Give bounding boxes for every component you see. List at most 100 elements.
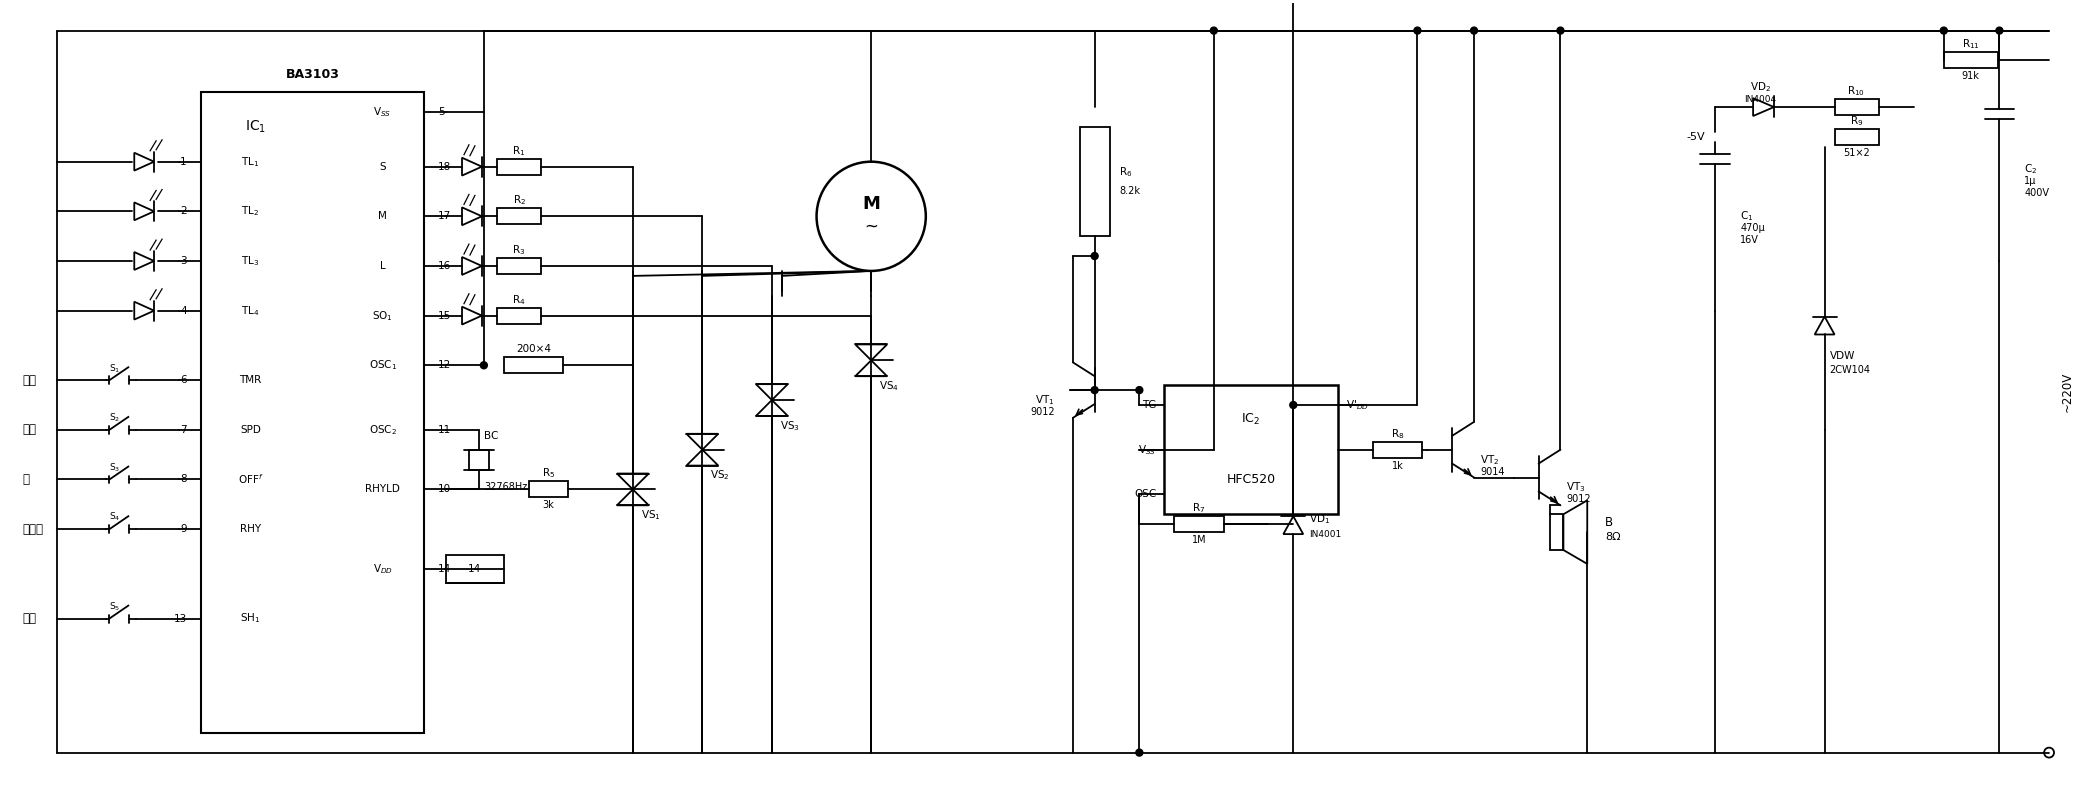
Circle shape xyxy=(2044,748,2055,757)
Text: 16V: 16V xyxy=(1740,235,1758,245)
Text: VS$_3$: VS$_3$ xyxy=(780,419,799,433)
Polygon shape xyxy=(461,157,482,176)
Text: SPD: SPD xyxy=(240,425,261,435)
Bar xyxy=(1174,517,1224,532)
Text: 2CW104: 2CW104 xyxy=(1829,365,1871,375)
Text: L: L xyxy=(380,261,386,271)
Text: 2: 2 xyxy=(179,206,188,217)
Circle shape xyxy=(1137,387,1143,393)
Text: OSC: OSC xyxy=(1135,489,1156,500)
Circle shape xyxy=(1091,252,1097,260)
Polygon shape xyxy=(755,384,789,400)
Circle shape xyxy=(1137,749,1143,756)
Bar xyxy=(496,307,542,324)
Text: ~220V: ~220V xyxy=(2061,371,2073,412)
Polygon shape xyxy=(1562,500,1587,564)
Text: VS$_4$: VS$_4$ xyxy=(878,380,899,393)
Text: 18: 18 xyxy=(438,161,451,172)
Bar xyxy=(1550,514,1562,550)
Bar xyxy=(503,358,563,373)
Text: 470μ: 470μ xyxy=(1740,223,1765,234)
Polygon shape xyxy=(134,252,154,270)
Bar xyxy=(496,258,542,274)
Text: TL$_1$: TL$_1$ xyxy=(242,155,259,169)
Circle shape xyxy=(1091,387,1097,393)
Bar xyxy=(1164,385,1337,514)
Text: IC$_1$: IC$_1$ xyxy=(244,118,267,135)
Polygon shape xyxy=(461,257,482,275)
Text: 5: 5 xyxy=(438,107,444,117)
Text: 13: 13 xyxy=(173,614,188,624)
Text: R$_3$: R$_3$ xyxy=(513,243,526,257)
Polygon shape xyxy=(461,208,482,225)
Polygon shape xyxy=(1815,316,1834,334)
Text: VDW: VDW xyxy=(1829,351,1854,362)
Text: 17: 17 xyxy=(438,212,451,221)
Text: 1: 1 xyxy=(179,157,188,167)
Text: R$_6$: R$_6$ xyxy=(1120,165,1133,178)
Text: R$_2$: R$_2$ xyxy=(513,194,526,208)
Text: 摆头: 摆头 xyxy=(23,612,35,625)
Polygon shape xyxy=(686,449,718,466)
Polygon shape xyxy=(855,345,887,360)
Circle shape xyxy=(480,362,488,369)
Text: 7: 7 xyxy=(179,425,188,435)
Text: 400V: 400V xyxy=(2023,188,2048,198)
Text: 8Ω: 8Ω xyxy=(1604,532,1621,542)
Text: C$_2$: C$_2$ xyxy=(2023,162,2038,176)
Bar xyxy=(200,92,423,733)
Polygon shape xyxy=(617,474,649,489)
Text: R$_1$: R$_1$ xyxy=(513,144,526,157)
Circle shape xyxy=(1996,27,2003,34)
Text: 1k: 1k xyxy=(1391,461,1404,470)
Text: VT$_1$: VT$_1$ xyxy=(1035,393,1056,407)
Text: M: M xyxy=(862,195,880,213)
Circle shape xyxy=(1471,27,1477,34)
Text: V$'_{DD}$: V$'_{DD}$ xyxy=(1345,398,1368,412)
Text: ~: ~ xyxy=(864,217,878,235)
Text: 91k: 91k xyxy=(1961,71,1980,81)
Bar xyxy=(496,208,542,225)
Text: 1μ: 1μ xyxy=(2023,176,2036,186)
Text: SH$_1$: SH$_1$ xyxy=(240,611,261,625)
Text: VD$_2$: VD$_2$ xyxy=(1750,80,1771,94)
Polygon shape xyxy=(134,152,154,170)
Text: B: B xyxy=(1604,516,1612,529)
Text: SO$_1$: SO$_1$ xyxy=(371,309,392,323)
Bar xyxy=(446,555,503,583)
Text: VT$_2$: VT$_2$ xyxy=(1479,453,1500,466)
Polygon shape xyxy=(855,360,887,376)
Text: 自然风: 自然风 xyxy=(23,522,44,535)
Text: S: S xyxy=(380,161,386,172)
Circle shape xyxy=(816,161,926,271)
Text: 3: 3 xyxy=(179,256,188,266)
Text: 4: 4 xyxy=(179,306,188,315)
Bar xyxy=(496,159,542,174)
Text: 1M: 1M xyxy=(1191,535,1206,545)
Text: 9012: 9012 xyxy=(1030,407,1056,417)
Text: 8: 8 xyxy=(179,474,188,484)
Text: R$_{10}$: R$_{10}$ xyxy=(1848,84,1865,98)
Text: V$_{DD}$: V$_{DD}$ xyxy=(373,562,392,576)
Text: 11: 11 xyxy=(438,425,451,435)
Text: TL$_2$: TL$_2$ xyxy=(242,204,259,218)
Bar xyxy=(469,449,488,470)
Bar xyxy=(1081,127,1110,236)
Text: 定时: 定时 xyxy=(23,374,35,387)
Text: RHYLD: RHYLD xyxy=(365,484,401,495)
Polygon shape xyxy=(134,203,154,221)
Circle shape xyxy=(1289,401,1297,409)
Bar xyxy=(1944,53,1998,68)
Text: S$_2$: S$_2$ xyxy=(108,412,121,424)
Text: 16: 16 xyxy=(438,261,451,271)
Bar xyxy=(1834,99,1879,115)
Text: TMR: TMR xyxy=(240,375,261,385)
Circle shape xyxy=(1556,27,1564,34)
Text: 14: 14 xyxy=(467,564,482,574)
Text: 9: 9 xyxy=(179,524,188,534)
Text: R$_4$: R$_4$ xyxy=(513,293,526,307)
Text: 32768Hz: 32768Hz xyxy=(484,483,528,492)
Text: 51×2: 51×2 xyxy=(1844,148,1869,158)
Text: IN4001: IN4001 xyxy=(1310,530,1341,539)
Text: IC$_2$: IC$_2$ xyxy=(1241,412,1260,427)
